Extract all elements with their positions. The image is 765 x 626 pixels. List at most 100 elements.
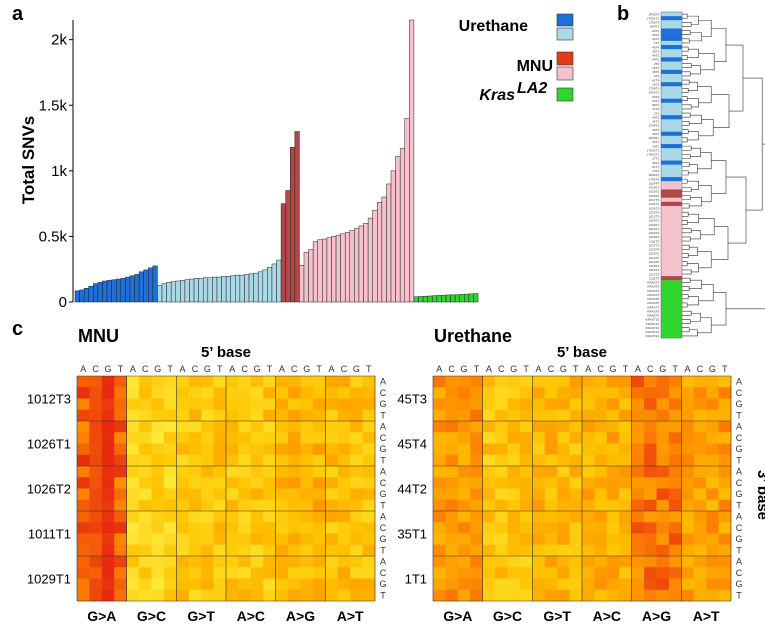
- dendrogram-leaf-color: [661, 164, 682, 170]
- dendrogram-leaf-color: [661, 255, 682, 260]
- heatmap-cell: [362, 589, 376, 602]
- heatmap-cell: [631, 454, 645, 467]
- heatmap-cell: [263, 432, 276, 444]
- heatmap-cell: [470, 522, 483, 534]
- bar-urethane_light: [271, 263, 277, 303]
- heatmap-cell: [519, 466, 533, 478]
- bar-mnu_light: [299, 265, 305, 303]
- heatmap-cell: [288, 544, 301, 557]
- heatmap-cell: [606, 409, 620, 422]
- dendrogram: 1P05T31T0S1T11T06T24H3T123T135T244T11T14…: [646, 11, 765, 339]
- heatmap-cell: [89, 533, 103, 546]
- heatmap-cell: [606, 454, 620, 467]
- bar-mnu_dark: [285, 190, 291, 303]
- heatmap-cell: [300, 589, 314, 602]
- dendrogram-leaf-label: 1024T1: [649, 219, 660, 223]
- heatmap-cell: [482, 376, 496, 388]
- heatmap-cell: [151, 488, 165, 501]
- heatmap-cell: [519, 376, 533, 388]
- heatmap-cell: [557, 443, 570, 456]
- dendrogram-leaf-color: [661, 181, 682, 186]
- bar-urethane_dark: [148, 267, 154, 303]
- heatmap-cell: [681, 556, 695, 568]
- heatmap-5prime-base: A: [279, 364, 285, 374]
- heatmap-cell: [532, 376, 546, 388]
- heatmap-cell: [457, 432, 471, 444]
- heatmap-cell: [312, 511, 326, 523]
- heatmap-cell: [114, 522, 127, 534]
- heatmap-cell: [631, 499, 645, 512]
- heatmap-cell: [101, 443, 115, 456]
- heatmap-cell: [238, 432, 252, 444]
- heatmap-cell: [445, 522, 459, 534]
- heatmap-cell: [114, 387, 127, 399]
- heatmap-cell: [606, 499, 620, 512]
- heatmap-cell: [312, 432, 326, 444]
- heatmap-cell: [457, 421, 471, 433]
- heatmap-cell: [544, 499, 558, 512]
- heatmap-cell: [275, 511, 289, 523]
- heatmap-cell: [644, 589, 657, 602]
- heatmap-cell: [288, 421, 301, 433]
- heatmap-cell: [433, 522, 446, 534]
- heatmap-cell: [569, 578, 583, 591]
- heatmap-cell: [507, 387, 521, 399]
- dendrogram-leaf-color: [661, 271, 682, 277]
- heatmap-cell: [644, 409, 657, 422]
- heatmap-cell: [126, 589, 140, 602]
- heatmap-cell: [606, 556, 620, 568]
- dendrogram-leaf-color: [661, 65, 682, 70]
- heatmap-cell: [362, 488, 376, 501]
- heatmap-cell: [718, 556, 732, 568]
- heatmap-cell: [445, 466, 459, 478]
- heatmap-cell: [668, 522, 682, 534]
- heatmap-cell: [706, 544, 719, 557]
- heatmap-cell: [445, 387, 459, 399]
- heatmap-cell: [470, 443, 483, 456]
- heatmap-cell: [594, 533, 608, 546]
- dendrogram-leaf-label: KRAST10: [646, 318, 660, 322]
- heatmap-cell: [350, 454, 363, 467]
- heatmap-cell: [557, 499, 570, 512]
- dendrogram-leaf-color: [661, 160, 682, 165]
- bar-urethane_dark: [111, 279, 117, 303]
- heatmap-cell: [312, 443, 326, 456]
- dendrogram-leaf-color: [661, 98, 682, 103]
- dendrogram-leaf-label: KRAST14: [646, 334, 660, 338]
- heatmap-3prime-base: T: [736, 590, 742, 600]
- heatmap-cell: [77, 376, 90, 388]
- bar-urethane_light: [175, 280, 181, 303]
- y-axis-title: Total SNVs: [19, 116, 38, 204]
- heatmap-cell: [126, 421, 140, 433]
- heatmap-cell: [656, 488, 670, 501]
- heatmap-cell: [668, 488, 682, 501]
- heatmap-cell: [362, 421, 376, 433]
- heatmap-cell: [139, 409, 152, 422]
- heatmap-cell: [433, 488, 446, 501]
- heatmap-cell: [693, 432, 707, 444]
- heatmap-cell: [470, 376, 483, 388]
- bar-mnu_light: [354, 228, 360, 303]
- dendrogram-leaf-color: [661, 267, 682, 273]
- heatmap-cell: [631, 589, 645, 602]
- heatmap-cell: [238, 421, 252, 433]
- heatmap-3prime-base: T: [736, 500, 742, 510]
- heatmap-cell: [557, 556, 570, 568]
- heatmap-cell: [693, 443, 707, 456]
- dendrogram-leaf-label: KRAST4: [647, 293, 659, 297]
- heatmap-cell: [176, 556, 190, 568]
- dendrogram-leaf-color: [661, 292, 682, 297]
- legend-swatch-urethane-light: [556, 27, 574, 41]
- heatmap-cell: [457, 387, 471, 399]
- heatmap-cell: [176, 533, 190, 546]
- dendrogram-leaf-label: 2T2: [654, 62, 660, 66]
- heatmap-cell: [693, 454, 707, 467]
- heatmap-cell: [188, 432, 202, 444]
- heatmap-cell: [631, 544, 645, 557]
- heatmap-cell: [507, 443, 521, 456]
- heatmap-cell: [263, 578, 276, 591]
- panel-label-a: a: [12, 3, 24, 25]
- heatmap-cell: [619, 398, 632, 411]
- heatmap-cell: [300, 454, 314, 467]
- heatmap-cell: [631, 477, 645, 489]
